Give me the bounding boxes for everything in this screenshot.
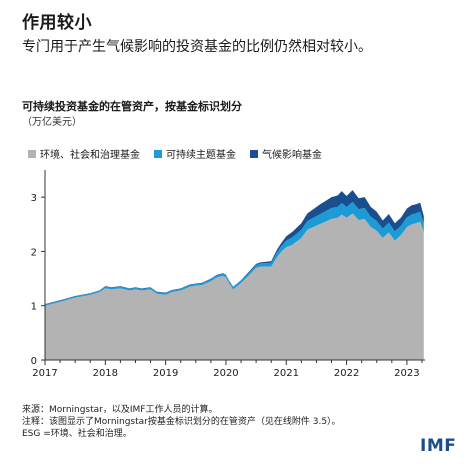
headline: 作用较小	[22, 13, 92, 33]
chart-title: 可持续投资基金的在管资产，按基金标识划分	[22, 100, 242, 113]
legend-item-climate: 气候影响基金	[250, 146, 322, 161]
imf-logo: IMF	[420, 436, 457, 456]
x-tick-label: 2021	[274, 368, 299, 379]
chart-note: 注释：该图显示了Morningstar按基金标识划分的在管资产（见在线附件 3.…	[22, 417, 341, 427]
esg-note: ESG =环境、社会和治理。	[22, 429, 132, 439]
legend-label-esg: 环境、社会和治理基金	[40, 150, 140, 161]
area-series-1	[45, 202, 424, 306]
x-tick-label: 2023	[394, 368, 419, 379]
legend-label-climate: 气候影响基金	[262, 150, 322, 161]
x-tick-label: 2019	[153, 368, 178, 379]
legend: 环境、社会和治理基金 可持续主题基金 气候影响基金	[28, 146, 322, 161]
y-tick-label: 1	[31, 302, 37, 313]
y-tick-label: 0	[31, 356, 37, 367]
source-note: 来源：Morningstar，以及IMF工作人员的计算。	[22, 405, 218, 415]
area-chart: 0 1 2 3 2017 2018 2019 2020 2021 2022 2023	[31, 170, 425, 379]
x-tick-label: 2020	[213, 368, 238, 379]
subheadline: 专门用于产生气候影响的投资基金的比例仍然相对较小。	[22, 39, 372, 55]
x-tick-label: 2022	[334, 368, 359, 379]
legend-swatch-climate	[250, 149, 258, 158]
notes: 来源：Morningstar，以及IMF工作人员的计算。 注释：该图显示了Mor…	[22, 404, 442, 440]
legend-swatch-esg	[28, 149, 36, 158]
legend-item-esg: 环境、社会和治理基金	[28, 146, 140, 161]
legend-swatch-thematic	[154, 149, 162, 158]
x-tick-label: 2018	[93, 368, 118, 379]
legend-label-thematic: 可持续主题基金	[166, 150, 236, 161]
y-tick-label: 2	[31, 247, 37, 258]
legend-item-thematic: 可持续主题基金	[154, 146, 236, 161]
area-series-0	[45, 213, 424, 360]
y-tick-label: 3	[31, 193, 37, 204]
chart-unit: （万亿美元）	[22, 117, 82, 128]
x-tick-label: 2017	[32, 368, 57, 379]
